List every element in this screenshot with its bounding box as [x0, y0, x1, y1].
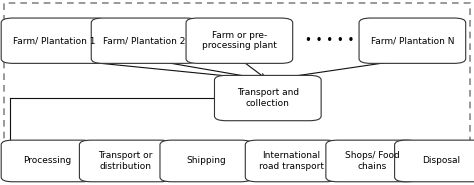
FancyBboxPatch shape — [214, 75, 321, 121]
FancyBboxPatch shape — [326, 140, 418, 182]
Text: Shops/ Food
chains: Shops/ Food chains — [345, 151, 400, 171]
FancyBboxPatch shape — [80, 140, 172, 182]
Text: Farm or pre-
processing plant: Farm or pre- processing plant — [202, 31, 277, 50]
FancyBboxPatch shape — [359, 18, 465, 63]
FancyBboxPatch shape — [186, 18, 292, 63]
FancyBboxPatch shape — [394, 140, 474, 182]
Text: • • • • •: • • • • • — [305, 34, 354, 47]
FancyBboxPatch shape — [160, 140, 252, 182]
Text: Disposal: Disposal — [422, 157, 460, 165]
FancyBboxPatch shape — [1, 18, 108, 63]
FancyBboxPatch shape — [246, 140, 337, 182]
Text: Farm/ Plantation 1: Farm/ Plantation 1 — [13, 36, 96, 45]
Text: Farm/ Plantation 2: Farm/ Plantation 2 — [103, 36, 186, 45]
Text: Farm/ Plantation N: Farm/ Plantation N — [371, 36, 454, 45]
Text: International
road transport: International road transport — [259, 151, 324, 171]
Text: Shipping: Shipping — [186, 157, 226, 165]
Text: Transport and
collection: Transport and collection — [237, 88, 299, 108]
FancyBboxPatch shape — [1, 140, 94, 182]
Text: Transport or
distribution: Transport or distribution — [99, 151, 153, 171]
Text: Processing: Processing — [23, 157, 72, 165]
FancyBboxPatch shape — [91, 18, 198, 63]
